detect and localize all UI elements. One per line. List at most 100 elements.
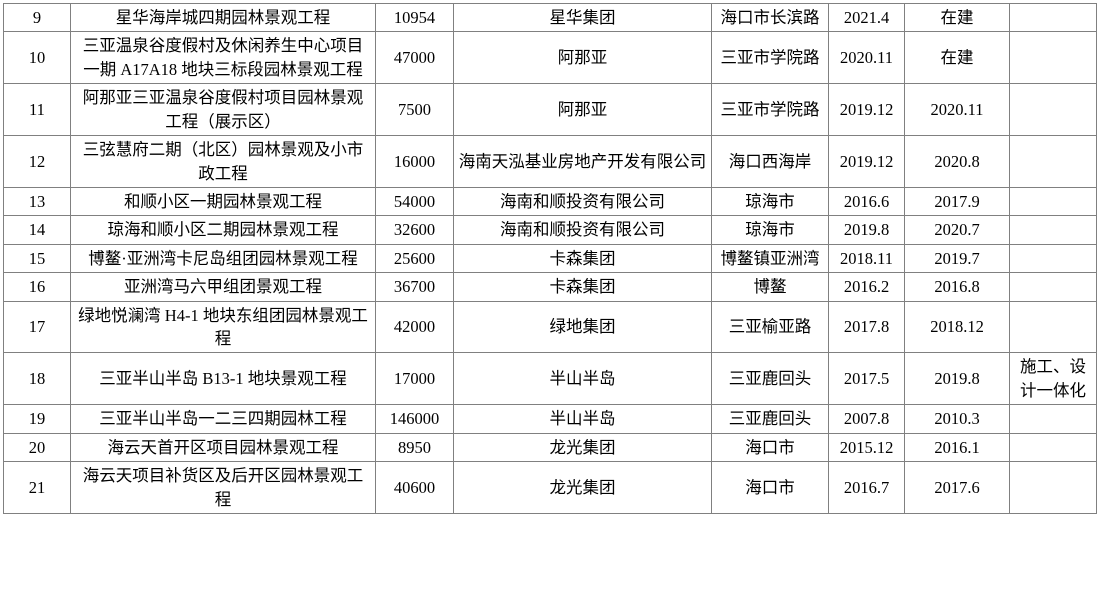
landscape-projects-table: 9 星华海岸城四期园林景观工程 10954 星华集团 海口市长滨路 2021.4 在建 10 三…: [3, 2, 1097, 515]
cell-remark: [1009, 272, 1097, 302]
cell-serial-number: 9: [3, 2, 71, 33]
table-row: 21 海云天项目补货区及后开区园林景观工程 40600 龙光集团 海口市 2016.7 20…: [3, 461, 1097, 515]
table-row: 15 博鳌·亚洲湾卡尼岛组团园林景观工程 25600 卡森集团 博鳌镇亚洲湾 2018.1…: [3, 243, 1097, 274]
cell-start-date: 2017.5: [828, 352, 905, 406]
cell-project-location: 三亚鹿回头: [711, 404, 829, 434]
cell-project-name: 和顺小区一期园林景观工程: [70, 186, 376, 217]
cell-serial-number: 10: [3, 31, 71, 85]
cell-project-area: 16000: [375, 135, 454, 188]
table-row: 20 海云天首开区项目园林景观工程 8950 龙光集团 海口市 2015.12 2016.1: [3, 432, 1097, 463]
cell-completion-date: 2020.8: [904, 135, 1010, 188]
cell-remark: [1009, 2, 1097, 33]
cell-project-location: 三亚鹿回头: [711, 352, 829, 406]
cell-start-date: 2020.11: [828, 31, 905, 85]
cell-owner-unit: 卡森集团: [453, 272, 712, 302]
cell-serial-number: 17: [3, 300, 71, 354]
cell-completion-date: 2017.6: [904, 461, 1010, 515]
cell-completion-date: 2019.8: [904, 352, 1010, 406]
cell-project-location: 海口西海岸: [711, 135, 829, 188]
cell-completion-date: 2019.7: [904, 243, 1010, 274]
cell-remark: [1009, 243, 1097, 274]
cell-project-name: 星华海岸城四期园林景观工程: [70, 2, 376, 33]
cell-start-date: 2019.12: [828, 135, 905, 188]
cell-project-area: 25600: [375, 243, 454, 274]
cell-project-area: 54000: [375, 186, 454, 217]
cell-project-area: 40600: [375, 461, 454, 515]
cell-project-area: 17000: [375, 352, 454, 406]
cell-start-date: 2019.12: [828, 83, 905, 137]
cell-project-location: 三亚市学院路: [711, 83, 829, 137]
cell-owner-unit: 半山半岛: [453, 404, 712, 434]
cell-start-date: 2016.2: [828, 272, 905, 302]
table-row: 11 阿那亚三亚温泉谷度假村项目园林景观工程（展示区） 7500 阿那亚 三亚市学院路 2…: [3, 83, 1097, 137]
cell-completion-date: 2018.12: [904, 300, 1010, 354]
cell-owner-unit: 绿地集团: [453, 300, 712, 354]
cell-start-date: 2007.8: [828, 404, 905, 434]
cell-project-name: 海云天首开区项目园林景观工程: [70, 432, 376, 463]
cell-remark: [1009, 404, 1097, 434]
cell-start-date: 2015.12: [828, 432, 905, 463]
cell-completion-date: 2020.7: [904, 215, 1010, 245]
cell-owner-unit: 阿那亚: [453, 83, 712, 137]
cell-completion-date: 2017.9: [904, 186, 1010, 217]
cell-project-area: 7500: [375, 83, 454, 137]
cell-serial-number: 19: [3, 404, 71, 434]
cell-project-name: 三亚温泉谷度假村及休闲养生中心项目一期 A17A18 地块三标段园林景观工程: [70, 31, 376, 85]
table-row: 18 三亚半山半岛 B13-1 地块景观工程 17000 半山半岛 三亚鹿回头 2017.…: [3, 352, 1097, 406]
cell-project-name: 三亚半山半岛 B13-1 地块景观工程: [70, 352, 376, 406]
cell-remark: [1009, 186, 1097, 217]
cell-remark: [1009, 461, 1097, 515]
cell-project-name: 亚洲湾马六甲组团景观工程: [70, 272, 376, 302]
cell-start-date: 2018.11: [828, 243, 905, 274]
cell-owner-unit: 卡森集团: [453, 243, 712, 274]
cell-start-date: 2017.8: [828, 300, 905, 354]
cell-start-date: 2021.4: [828, 2, 905, 33]
cell-project-name: 绿地悦澜湾 H4-1 地块东组团园林景观工程: [70, 300, 376, 354]
table-row: 16 亚洲湾马六甲组团景观工程 36700 卡森集团 博鳌 2016.2 2016.8: [3, 272, 1097, 302]
cell-project-location: 博鳌镇亚洲湾: [711, 243, 829, 274]
cell-project-name: 海云天项目补货区及后开区园林景观工程: [70, 461, 376, 515]
cell-project-name: 三亚半山半岛一二三四期园林工程: [70, 404, 376, 434]
cell-project-location: 三亚市学院路: [711, 31, 829, 85]
cell-completion-date: 2016.8: [904, 272, 1010, 302]
cell-serial-number: 16: [3, 272, 71, 302]
cell-completion-date: 2016.1: [904, 432, 1010, 463]
cell-remark: [1009, 215, 1097, 245]
cell-remark: [1009, 432, 1097, 463]
cell-project-name: 三弦慧府二期（北区）园林景观及小市政工程: [70, 135, 376, 188]
cell-start-date: 2019.8: [828, 215, 905, 245]
cell-project-area: 8950: [375, 432, 454, 463]
cell-serial-number: 20: [3, 432, 71, 463]
table-row: 13 和顺小区一期园林景观工程 54000 海南和顺投资有限公司 琼海市 2016.6 20…: [3, 186, 1097, 217]
cell-completion-date: 2020.11: [904, 83, 1010, 137]
cell-owner-unit: 海南和顺投资有限公司: [453, 215, 712, 245]
cell-project-area: 36700: [375, 272, 454, 302]
cell-completion-date: 在建: [904, 2, 1010, 33]
cell-project-location: 海口市长滨路: [711, 2, 829, 33]
cell-project-location: 琼海市: [711, 215, 829, 245]
cell-project-location: 海口市: [711, 432, 829, 463]
cell-remark: [1009, 83, 1097, 137]
cell-project-name: 博鳌·亚洲湾卡尼岛组团园林景观工程: [70, 243, 376, 274]
cell-project-location: 琼海市: [711, 186, 829, 217]
table-row: 14 琼海和顺小区二期园林景观工程 32600 海南和顺投资有限公司 琼海市 2019.8…: [3, 215, 1097, 245]
cell-project-area: 146000: [375, 404, 454, 434]
cell-start-date: 2016.6: [828, 186, 905, 217]
cell-serial-number: 13: [3, 186, 71, 217]
cell-remark: [1009, 31, 1097, 85]
cell-owner-unit: 半山半岛: [453, 352, 712, 406]
cell-owner-unit: 星华集团: [453, 2, 712, 33]
table-row: 17 绿地悦澜湾 H4-1 地块东组团园林景观工程 42000 绿地集团 三亚榆亚路 20…: [3, 300, 1097, 354]
table-row: 19 三亚半山半岛一二三四期园林工程 146000 半山半岛 三亚鹿回头 2007.8 20…: [3, 404, 1097, 434]
cell-remark: [1009, 300, 1097, 354]
cell-project-area: 32600: [375, 215, 454, 245]
cell-remark: [1009, 135, 1097, 188]
cell-remark: 施工、设计一体化: [1009, 352, 1097, 406]
cell-project-name: 阿那亚三亚温泉谷度假村项目园林景观工程（展示区）: [70, 83, 376, 137]
cell-owner-unit: 龙光集团: [453, 432, 712, 463]
cell-project-location: 三亚榆亚路: [711, 300, 829, 354]
cell-owner-unit: 阿那亚: [453, 31, 712, 85]
cell-owner-unit: 海南和顺投资有限公司: [453, 186, 712, 217]
table-row: 10 三亚温泉谷度假村及休闲养生中心项目一期 A17A18 地块三标段园林景观工程…: [3, 31, 1097, 85]
cell-completion-date: 2010.3: [904, 404, 1010, 434]
